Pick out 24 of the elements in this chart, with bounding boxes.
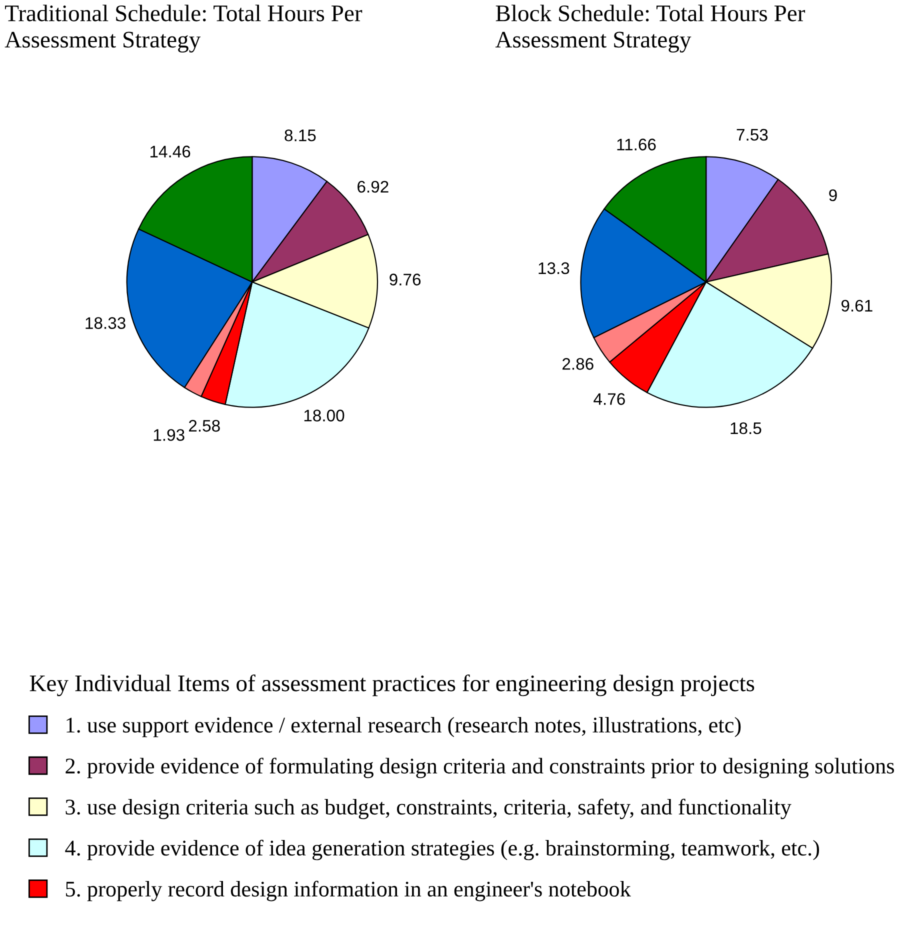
data-label: 18.00	[304, 410, 344, 422]
legend-title: Key Individual Items of assessment practices for engineering design projects	[30, 674, 754, 696]
data-label: 2.58	[188, 420, 220, 432]
data-label: 14.46	[150, 146, 190, 158]
legend-label: 4. provide evidence of idea generation strategies (e.g. brainstorming, teamwork, etc.)	[65, 840, 820, 860]
chart-title: Traditional Schedule: Total Hours Per Assessment Strategy	[4, 4, 362, 53]
data-label: 2.86	[562, 358, 594, 370]
data-label: 13.3	[538, 262, 570, 274]
data-label: 9.76	[390, 274, 421, 286]
data-label: 7.53	[736, 128, 768, 141]
data-label: 18.5	[730, 422, 762, 434]
data-label: 6.92	[358, 180, 388, 193]
legend-label: 3. use design criteria such as budget, constraints, criteria, safety, and functionality	[66, 798, 792, 820]
data-label: 4.76	[594, 393, 625, 405]
data-label: 11.66	[617, 138, 656, 150]
data-label: 1.93	[154, 429, 184, 441]
chart-title: Block Schedule: Total Hours Per Assessment Strategy	[495, 4, 806, 53]
data-label: 9.61	[841, 300, 872, 312]
legend-label: 2. provide evidence of formulating design criteria and constraints prior to designing solutions	[66, 758, 894, 778]
data-label: 9	[829, 189, 837, 202]
data-label: 18.33	[86, 317, 126, 329]
legend-label: 5. properly record design information in an engineer's notebook	[66, 880, 631, 902]
legend-label: 1. use support evidence / external research (research notes, illustrations, etc)	[66, 716, 741, 738]
data-label: 8.15	[284, 130, 316, 142]
